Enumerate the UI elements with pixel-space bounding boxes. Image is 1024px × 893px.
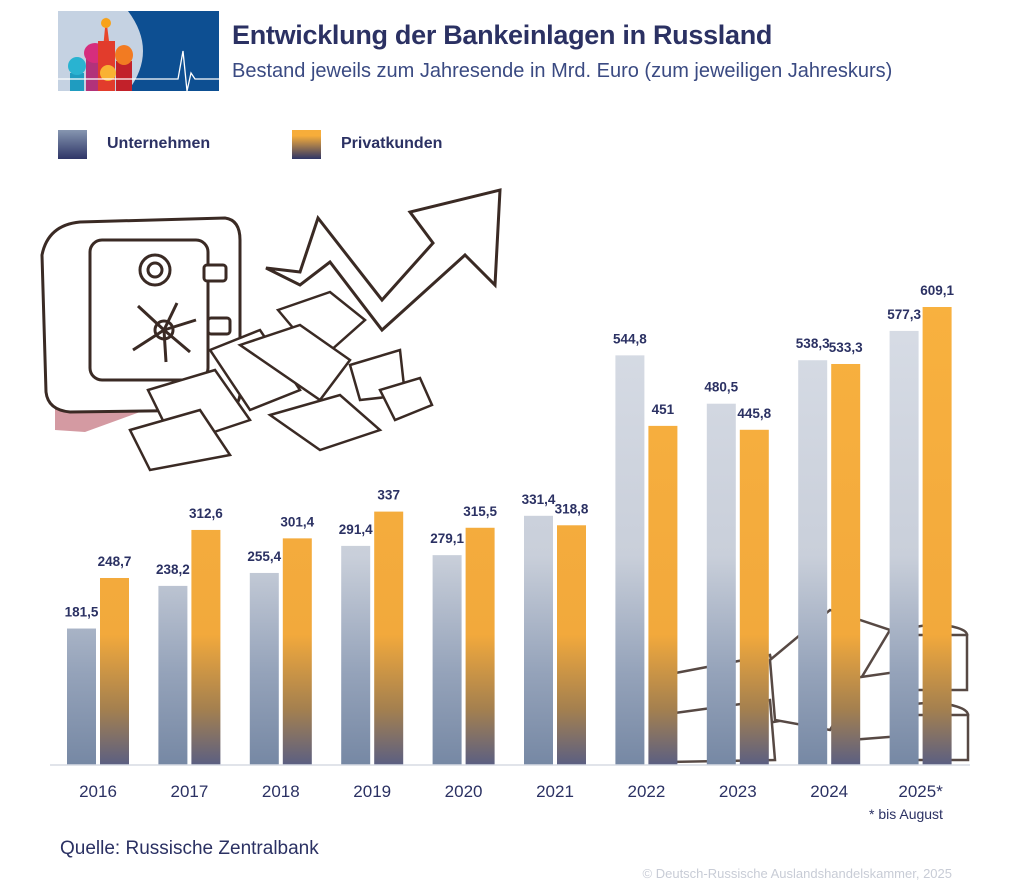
data-label: 181,5 [65,605,99,620]
bar-privatkunden-2022 [648,425,678,765]
bar-unternehmen-2022 [615,355,645,765]
x-tick-label: 2017 [170,782,208,801]
x-tick-label: 2018 [262,782,300,801]
bar-privatkunden-2017 [191,529,221,765]
chart-title: Entwicklung der Bankeinlagen in Russland [232,20,773,50]
x-tick-label: 2022 [627,782,665,801]
x-tick-label: 2023 [719,782,757,801]
legend-item-unternehmen: Unternehmen [58,129,210,159]
data-label: 318,8 [555,501,589,516]
data-label: 238,2 [156,562,190,577]
bar-privatkunden-2018 [282,538,312,765]
bar-unternehmen-2016 [67,628,96,765]
data-label: 451 [652,402,675,417]
x-tick-label: 2024 [810,782,848,801]
x-tick-label: 2016 [79,782,117,801]
bar-privatkunden-2021 [557,525,586,765]
bar-unternehmen-2021 [524,515,553,765]
data-label: 577,3 [887,307,921,322]
rising-arrow-illustration [265,188,502,333]
bar-unternehmen-2020 [432,555,462,765]
x-tick-label: 2019 [353,782,391,801]
copyright-note: © Deutsch-Russische Auslandshandelskamme… [642,866,952,881]
source-note: Quelle: Russische Zentralbank [60,838,319,859]
data-label: 279,1 [430,531,464,546]
footnote: * bis August [869,806,943,822]
bar-privatkunden-2016 [100,577,129,765]
data-label: 315,5 [463,504,497,519]
data-label: 337 [377,488,400,503]
bar-unternehmen-2017 [158,585,188,765]
data-label: 255,4 [247,549,281,564]
gold-bars-illustration [128,290,434,472]
bar-unternehmen-2019 [341,545,371,765]
data-label: 291,4 [339,522,373,537]
bar-unternehmen-2018 [249,572,279,765]
data-label: 331,4 [522,492,556,507]
data-label: 445,8 [737,406,771,421]
legend-item-privatkunden: Privatkunden [292,129,442,159]
legend-swatch-privatkunden [292,129,321,159]
legend-label: Privatkunden [341,135,443,152]
bar-privatkunden-2024 [831,363,861,765]
legend-swatch-unternehmen [58,129,87,159]
data-label: 609,1 [920,283,954,298]
bar-privatkunden-2023 [739,429,769,765]
bar-privatkunden-2020 [465,527,495,765]
data-label: 480,5 [704,380,738,395]
x-tick-label: 2020 [445,782,483,801]
data-label: 538,3 [796,336,830,351]
legend-label: Unternehmen [107,135,211,152]
bar-unternehmen-2023 [706,403,736,765]
safe-illustration [40,216,242,432]
data-label: 301,4 [280,514,314,529]
x-tick-label: 2025* [898,782,943,801]
ahk-logo [58,11,219,91]
x-tick-label: 2021 [536,782,574,801]
data-label: 533,3 [829,340,863,355]
data-label: 248,7 [98,554,132,569]
bar-privatkunden-2019 [374,511,404,765]
data-label: 312,6 [189,506,223,521]
bar-unternehmen-2025* [889,330,919,765]
bar-privatkunden-2025* [922,307,952,765]
bar-unternehmen-2024 [798,360,828,765]
data-label: 544,8 [613,331,647,346]
chart-subtitle: Bestand jeweils zum Jahresende in Mrd. E… [232,60,893,82]
